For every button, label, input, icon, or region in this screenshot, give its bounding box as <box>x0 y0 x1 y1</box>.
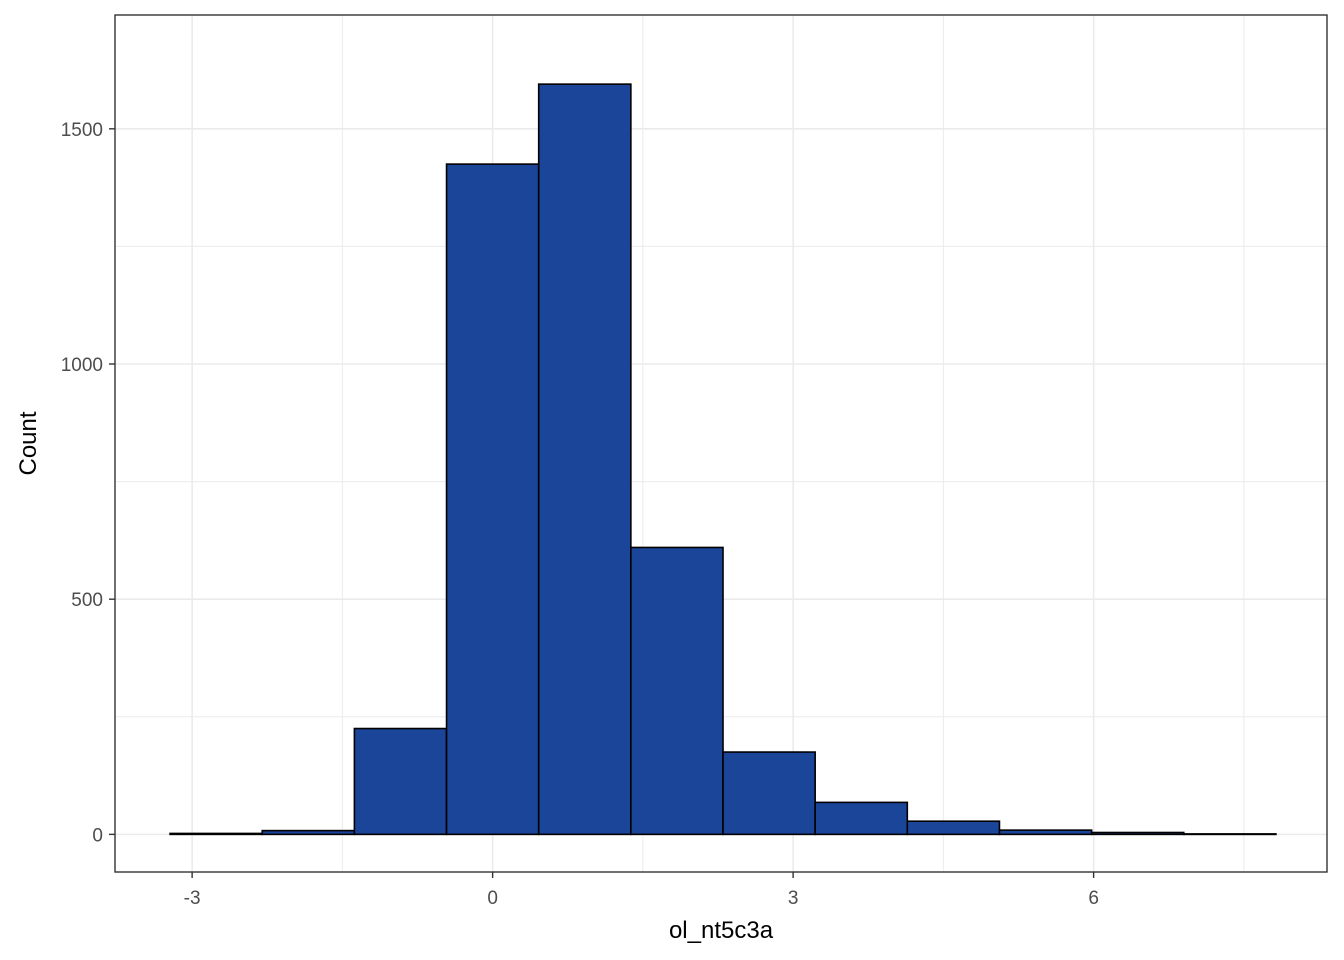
histogram-bar <box>261 829 356 836</box>
histogram-bar <box>169 832 264 836</box>
histogram-bar <box>630 546 724 836</box>
histogram-bar <box>814 801 909 836</box>
histogram-bar <box>353 727 448 836</box>
histogram-bar <box>998 829 1093 836</box>
y-tick-label: 1500 <box>61 120 103 141</box>
x-axis-title: ol_nt5c3a <box>669 917 774 944</box>
x-tick-label: 6 <box>1088 888 1099 909</box>
axis-ticks: -3 0 3 6 0 500 1000 1500 <box>61 120 1099 909</box>
histogram-bar <box>445 163 540 836</box>
histogram-bar <box>722 751 816 836</box>
histogram-bar <box>1182 833 1277 836</box>
panel-border <box>114 14 1328 873</box>
x-tick-label: 0 <box>487 888 498 909</box>
x-tick-label: -3 <box>184 888 201 909</box>
y-tick-label: 500 <box>71 590 103 611</box>
y-tick-label: 1000 <box>61 355 103 376</box>
histogram-bar <box>537 83 632 836</box>
x-tick-label: 3 <box>788 888 799 909</box>
histogram-bar <box>906 820 1001 836</box>
histogram-bar <box>1090 831 1185 836</box>
histogram-bars <box>169 83 1277 836</box>
y-tick-label: 0 <box>92 825 103 846</box>
y-axis-title: Count <box>15 411 42 475</box>
